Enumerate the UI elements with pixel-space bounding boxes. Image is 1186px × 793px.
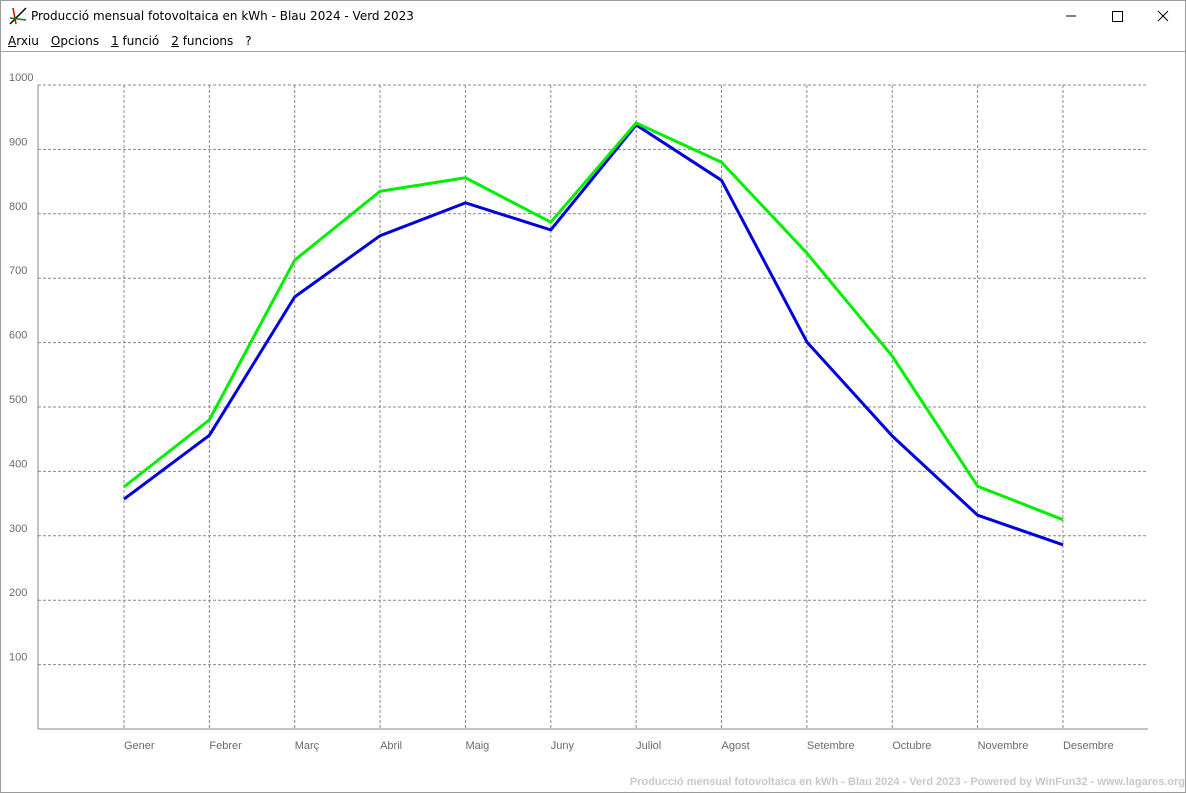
x-tick-label: Desembre (1063, 740, 1114, 752)
y-tick-label: 700 (9, 265, 27, 277)
chart: Producció mensual fotovoltaica en kWh - … (9, 72, 1185, 788)
series-line (123, 123, 1064, 547)
y-tick-label: 400 (9, 458, 27, 470)
menu-item[interactable]: Opcions (50, 34, 100, 48)
x-tick-label: Gener (124, 740, 155, 752)
y-tick-label: 800 (9, 201, 27, 213)
y-tick-label: 900 (9, 136, 27, 148)
x-tick-label: Octubre (892, 740, 931, 752)
menu-item[interactable]: Arxiu (8, 34, 39, 48)
x-tick-label: Febrer (209, 740, 242, 752)
minimize-button[interactable] (1048, 1, 1094, 31)
menu-bar: Arxiu Opcions 1 funció 2 funcions? (1, 31, 1185, 52)
x-tick-label: Juny (551, 740, 575, 752)
x-tick-label: Maig (465, 740, 489, 752)
close-button[interactable] (1140, 1, 1186, 31)
series-line (123, 121, 1064, 522)
x-tick-label: Novembre (978, 740, 1029, 752)
x-tick-label: Agost (722, 740, 750, 752)
menu-item[interactable]: 2 funcions (171, 34, 234, 48)
window-title: Producció mensual fotovoltaica en kWh - … (31, 9, 414, 23)
menu-item[interactable]: 1 funció (111, 34, 160, 48)
y-tick-label: 1000 (9, 72, 33, 84)
x-tick-label: Març (295, 740, 320, 752)
x-tick-label: Abril (380, 740, 402, 752)
y-tick-label: 100 (9, 652, 27, 664)
y-tick-label: 500 (9, 394, 27, 406)
maximize-button[interactable] (1094, 1, 1140, 31)
y-tick-label: 200 (9, 587, 27, 599)
x-tick-label: Juliol (636, 740, 661, 752)
app-icon (9, 7, 27, 25)
menu-item[interactable]: ? (245, 34, 252, 48)
y-tick-label: 600 (9, 330, 27, 342)
y-tick-label: 300 (9, 523, 27, 535)
title-bar: Producció mensual fotovoltaica en kWh - … (1, 1, 1185, 31)
footer: Producció mensual fotovoltaica en kWh - … (630, 776, 1185, 788)
x-tick-label: Setembre (807, 740, 855, 752)
